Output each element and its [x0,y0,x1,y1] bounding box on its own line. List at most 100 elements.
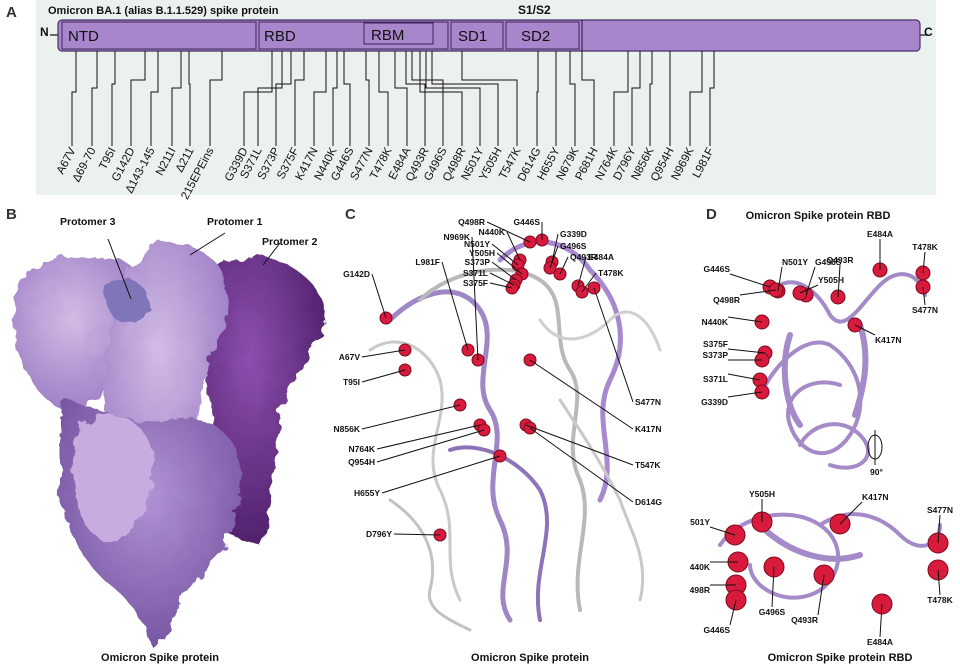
callout-line [727,373,761,381]
ribbon-structure-full: N969K Q498R G446S N440K G339D N501Y G496S Y505H… [334,217,663,632]
mutation-labels: A67VΔ69-70T95IG142DΔ143-145N211IΔ211215E… [55,145,717,200]
sd1-label: SD1 [458,28,487,45]
callout-line [799,284,819,294]
mutation-leader-line [709,51,715,146]
mutation-callout-label: Q498R [713,295,740,305]
mutation-callout-label: T478K [912,242,938,252]
ntd-domain-box [61,21,257,50]
callout-line [937,569,941,596]
spike-protein-bar [57,19,921,52]
callout-line [839,501,863,525]
panel-d-caption: Omicron Spike protein RBD [767,652,913,664]
mutation-leader-line [394,51,408,146]
protomer-3-label: Protomer 3 [60,216,116,228]
rbm-label: RBM [371,27,404,44]
mutation-spheres [379,233,601,542]
callout-line [489,282,513,289]
mutation-leader-line [613,51,629,146]
mutation-leader-line [275,51,292,146]
mutation-callout-label: N501Y [782,257,808,267]
c-terminus-label: C [924,25,933,39]
panel-b-caption: Omicron Spike protein [101,652,219,664]
mutation-callout-label: K417N [862,492,888,502]
mutation-callout-label: S477N [635,397,661,407]
mutation-callout-label: N856K [334,424,361,434]
sd2-domain-box [505,21,580,50]
domain-map: Omicron BA.1 (alias B.1.1.529) spike pro… [40,3,933,200]
sd1-domain-box [450,21,504,50]
mutation-callout-label: S477N [927,505,953,515]
mutation-callout-label: E484A [588,252,614,262]
mutation-leader-line [461,51,518,146]
callout-line [879,603,883,638]
callout-line [361,369,406,383]
rbd-top-ribbon [758,272,927,470]
mutation-callout-label: D796Y [366,529,392,539]
mutation-callout-label: G142D [343,269,370,279]
mutation-callout-label: Q954H [348,457,375,467]
n-terminus-label: N [40,25,49,39]
callout-line [581,272,597,293]
mutation-callout-label: Y505H [749,489,775,499]
mutation-callouts: N969K Q498R G446S N440K G339D N501Y G496S Y505H… [334,217,663,539]
cryo-em-density-map: Protomer 3 Protomer 1 Protomer 2 [14,216,325,645]
callout-line [559,256,569,275]
mutation-leader-line [378,51,389,146]
ntd-label: NTD [68,28,99,45]
callout-line [376,424,481,450]
mutation-leader-line [405,51,426,146]
callout-line [729,273,771,288]
domain-map-title: Omicron BA.1 (alias B.1.1.529) spike pro… [48,5,279,17]
mutation-callout-label: N440K [690,562,711,572]
mutation-leader-line [581,51,595,146]
mutation-leader-line [411,51,444,146]
rbd-domain-box [258,21,449,50]
mutation-callout-label: E484A [867,637,893,647]
mutation-callout-label: N440K [702,317,729,327]
callout-line [922,251,926,274]
callout-line [489,272,515,286]
protomer-1-label: Protomer 1 [207,216,263,228]
callout-line [551,233,559,263]
mutation-callout-label: T478K [598,268,624,278]
mutation-callout-label: S371L [703,374,728,384]
callout-line [593,287,634,403]
mutation-leader-line [569,51,576,146]
callout-line [777,266,783,292]
cleavage-site-label: S1/S2 [518,3,551,17]
mutation-leader-line [649,51,653,146]
mutation-callout-label: Q493R [570,252,597,262]
mutation-leader-line [111,51,116,146]
mutation-leader-line [71,51,77,146]
callout-line [529,359,634,430]
mutation-callout-label: G496S [759,607,786,617]
mutation-leader-line [343,51,351,146]
callout-line [441,261,469,351]
panel-b-letter: B [6,206,17,223]
mutation-callout-label: N440K [479,227,506,237]
mutation-callout-label: G446S [704,625,731,635]
mutation-callout-label: G496S [815,257,842,267]
callout-line [361,404,461,430]
mutation-leader-line [631,51,641,146]
mutation-callout-label: T478K [927,595,953,605]
panel-c-letter: C [345,206,356,223]
mutation-leader-line [209,51,223,146]
mutation-callout-label: G446S [514,217,541,227]
rotation-label: 90° [870,467,883,477]
callout-line [491,261,517,281]
mutation-callout-label: G496S [560,241,587,251]
mutation-leader-line [419,51,463,146]
callout-line [805,266,816,296]
sd2-label: SD2 [521,28,550,45]
mutation-callout-label: G339D [560,229,587,239]
mutation-leader-line [689,51,703,146]
mutation-callout-label: H655Y [354,488,380,498]
callout-line [727,316,763,323]
callout-line [549,245,559,269]
mutation-callout-label: S375F [463,278,488,288]
mutation-callout-label: D614G [635,497,662,507]
callout-line [922,286,926,306]
